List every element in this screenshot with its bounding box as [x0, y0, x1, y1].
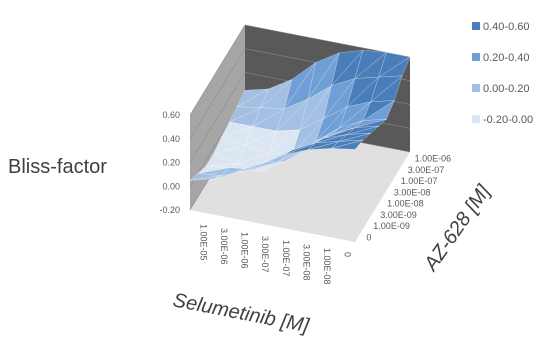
- surface-facet: [291, 118, 324, 155]
- surface-facet: [346, 126, 379, 135]
- legend-swatch: [472, 84, 480, 92]
- surface-facet: [252, 161, 285, 172]
- surface-facet: [354, 119, 387, 128]
- surface-facet: [378, 52, 411, 78]
- surface-facet: [268, 129, 301, 155]
- y-tick-label: 1.00E-08: [387, 199, 424, 209]
- surface-facet: [370, 75, 403, 103]
- x-axis-ticks: 1.00E-05 3.00E-06 1.00E-06 3.00E-07 1.00E-07…: [198, 224, 352, 285]
- surface-facet: [244, 126, 278, 146]
- legend-label: -0.20-0.00: [483, 114, 533, 126]
- surface-facet: [338, 101, 371, 129]
- y-tick-label: 3.00E-09: [380, 210, 417, 220]
- surface-facet: [244, 162, 277, 171]
- legend-label: 0.20-0.40: [483, 52, 529, 64]
- surface-facet: [315, 106, 348, 142]
- legend-label: 0.00-0.20: [483, 83, 529, 95]
- surface-facet: [252, 107, 286, 127]
- surface-facet: [189, 173, 222, 181]
- x-tick-label: 1.00E-05: [198, 224, 208, 261]
- y-tick-label: 1.00E-07: [401, 176, 438, 186]
- surface-facet: [299, 85, 332, 130]
- surface-facet: [315, 134, 348, 143]
- surface-facet: [213, 170, 246, 180]
- legend-swatch: [472, 115, 480, 123]
- x-tick-label: 3.00E-06: [219, 228, 229, 265]
- surface-facet: [220, 121, 254, 138]
- surface-facet: [284, 142, 316, 155]
- legend-swatch: [472, 53, 480, 61]
- surface-facet: [236, 145, 270, 165]
- y-axis-title: AZ-628 [M]: [420, 181, 496, 276]
- x-axis-title: Selumetinib [M]: [171, 289, 311, 337]
- surface-facet: [331, 139, 363, 149]
- surface-facet: [213, 136, 246, 154]
- y-tick-label: 3.00E-07: [408, 165, 445, 175]
- z-axis-ticks: -0.20 0.00 0.20 0.40 0.60: [159, 110, 180, 215]
- surface-facet: [307, 52, 340, 100]
- legend: 0.40-0.60 0.20-0.40 0.00-0.20 -0.20-0.00: [472, 21, 533, 126]
- z-axis-title: Bliss-factor: [8, 156, 107, 178]
- y-tick-label: 1.00E-06: [415, 154, 452, 164]
- surface-facet: [362, 100, 396, 122]
- surface-facet: [339, 133, 371, 142]
- surface-facet: [237, 160, 269, 172]
- z-tick-label: 0.20: [162, 158, 180, 168]
- legend-swatch: [472, 22, 480, 30]
- x-tick-label: 1.00E-07: [281, 240, 291, 277]
- x-tick-label: 3.00E-07: [260, 236, 270, 273]
- y-axis-ticks: 01.00E-093.00E-091.00E-083.00E-081.00E-0…: [366, 154, 451, 243]
- surface-facet: [205, 153, 238, 167]
- surface-facet: [354, 49, 387, 80]
- z-tick-label: -0.20: [159, 205, 180, 215]
- surface-facet: [346, 76, 380, 108]
- z-tick-label: 0.40: [162, 134, 180, 144]
- surface-facet: [307, 141, 340, 150]
- surface-facet: [260, 149, 293, 165]
- surface-facet: [260, 79, 293, 108]
- z-tick-label: 0.60: [162, 110, 180, 120]
- x-tick-label: 1.00E-08: [322, 248, 332, 285]
- surface-facet: [323, 78, 356, 120]
- x-tick-label: 0: [343, 252, 353, 257]
- surface-facet: [276, 98, 309, 132]
- x-tick-label: 1.00E-06: [240, 232, 250, 269]
- y-tick-label: 0: [366, 232, 371, 242]
- surface-facet: [323, 127, 356, 139]
- surface-facet: [228, 106, 261, 123]
- surface-mesh: [189, 49, 411, 181]
- y-tick-label: 3.00E-08: [394, 187, 431, 197]
- x-tick-label: 3.00E-08: [301, 244, 311, 281]
- surface-facet: [276, 148, 308, 163]
- z-tick-label: 0.00: [162, 181, 180, 191]
- legend-label: 0.40-0.60: [483, 21, 529, 33]
- surface-facet: [331, 120, 363, 136]
- surface-facet: [331, 49, 364, 86]
- surface-facet: [236, 88, 269, 108]
- surface-facet: [284, 62, 316, 109]
- gridline: [189, 24, 411, 116]
- y-tick-label: 1.00E-09: [373, 221, 410, 231]
- surface-facet: [197, 166, 230, 174]
